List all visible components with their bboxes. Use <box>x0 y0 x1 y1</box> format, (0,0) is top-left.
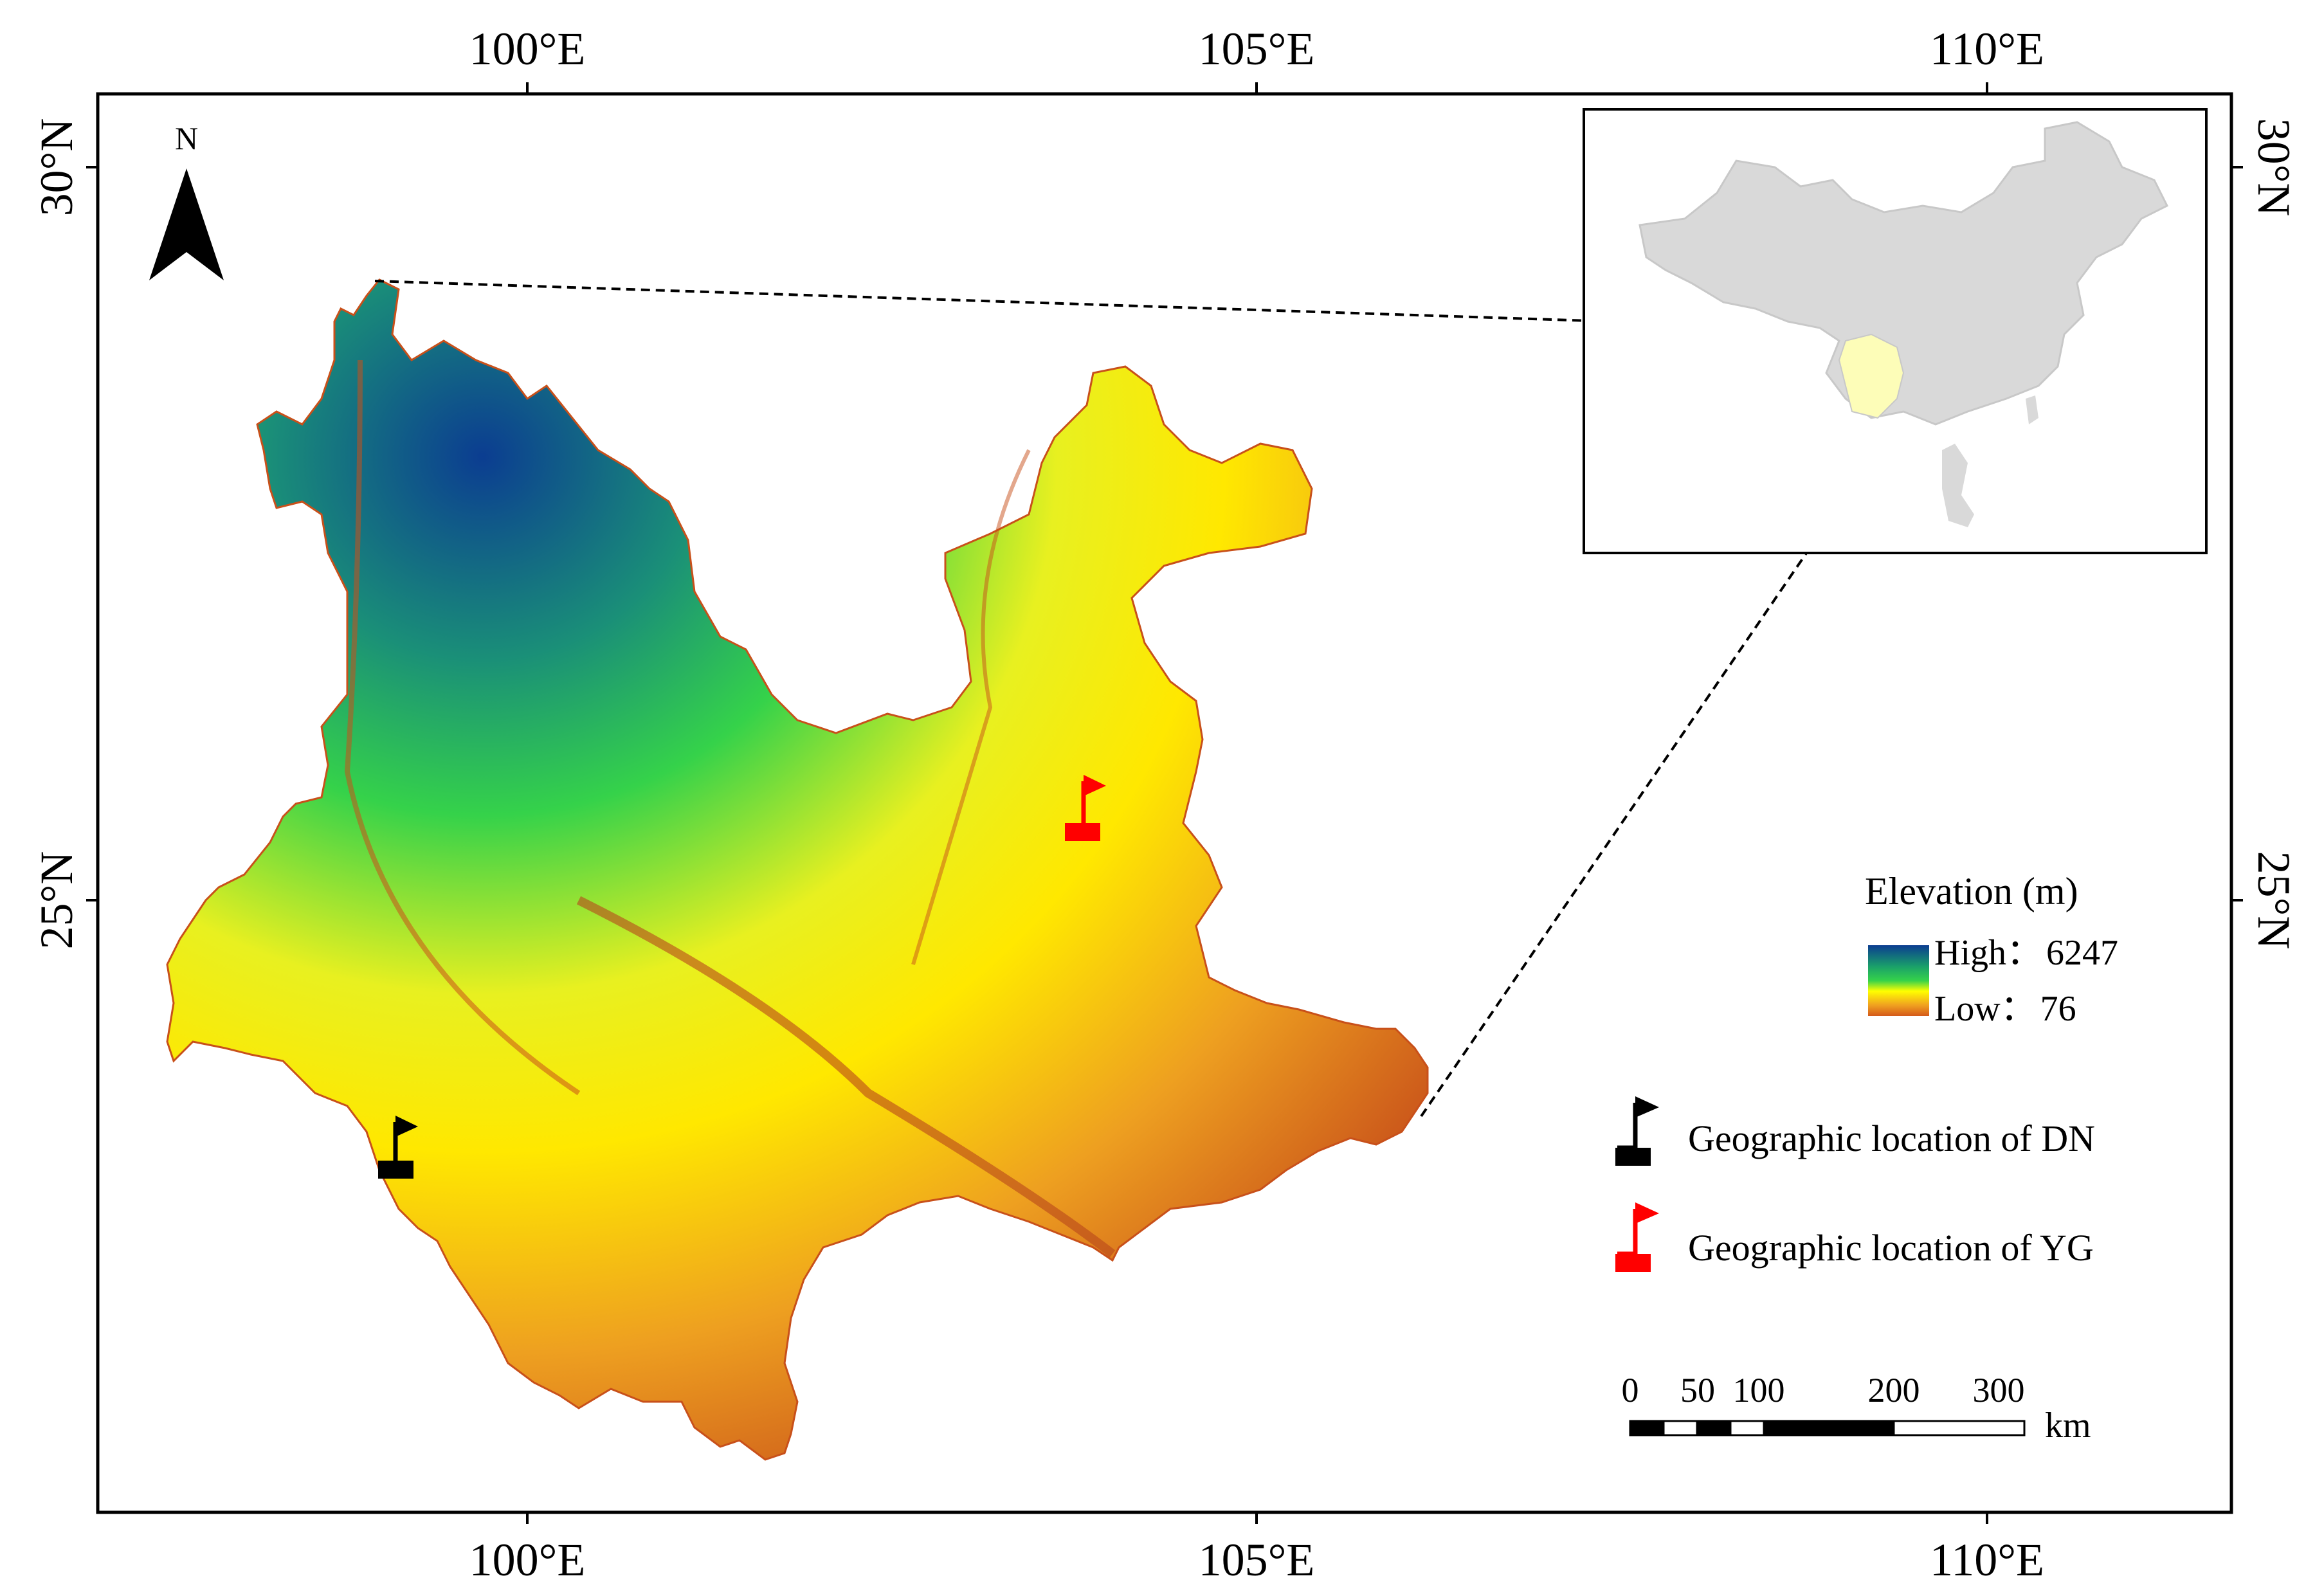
elevation-high-entry: High： 6247 <box>1934 933 2118 973</box>
elevation-legend: Elevation (m) High： 6247 Low： 76 <box>1865 870 2118 1029</box>
inset-yunnan-highlight <box>1838 333 1905 419</box>
legend-yg-flag-icon <box>1615 1202 1659 1272</box>
province-shape <box>166 278 1429 1461</box>
scale-segment-1 <box>1629 1420 1665 1436</box>
scale-segment-5 <box>1763 1420 1895 1436</box>
scale-tick-100: 100 <box>1733 1371 1785 1409</box>
elevation-high-label: High <box>1934 933 2006 973</box>
north-arrow: N <box>149 120 224 280</box>
elevation-low-sep: ： <box>2001 989 2037 1029</box>
inset-map <box>1583 108 2208 554</box>
leader-line-bottom <box>1420 401 1911 1118</box>
dn-flag-marker <box>378 1116 418 1179</box>
top-tick-100e: 100°E <box>469 23 586 75</box>
river-valley-3 <box>911 449 1031 965</box>
elevation-low-entry: Low： 76 <box>1934 989 2076 1029</box>
legend-dn-flag-icon <box>1615 1096 1659 1166</box>
bottom-tick-110e: 110°E <box>1930 1534 2044 1586</box>
scale-segment-4 <box>1729 1420 1765 1436</box>
elevation-legend-title: Elevation (m) <box>1865 870 2078 912</box>
scale-segment-6 <box>1893 1420 2026 1436</box>
north-arrow-icon <box>149 168 224 280</box>
right-tick-25n: 25°N <box>2248 851 2300 950</box>
elevation-low-value: 76 <box>2040 989 2076 1029</box>
scale-tick-50: 50 <box>1680 1371 1715 1409</box>
scale-segment-2 <box>1662 1420 1698 1436</box>
left-tick-30n: 30°N <box>31 118 82 217</box>
bottom-tick-105e: 105°E <box>1199 1534 1315 1586</box>
scale-tick-0: 0 <box>1622 1371 1639 1409</box>
elevation-high-value: 6247 <box>2046 933 2118 973</box>
north-arrow-label: N <box>175 120 198 156</box>
frame-ticks <box>86 82 2243 1524</box>
scale-tick-200: 200 <box>1868 1371 1920 1409</box>
bottom-tick-100e: 100°E <box>469 1534 586 1586</box>
river-valley-1 <box>344 359 581 1096</box>
river-valley-2 <box>576 896 1116 1258</box>
inset-islands <box>1942 395 2038 527</box>
yg-flag-marker <box>1065 775 1106 841</box>
leader-line-top <box>374 280 1846 331</box>
scale-tick-300: 300 <box>1973 1371 2025 1409</box>
inset-china-outline <box>1639 121 2169 426</box>
scale-bar: 0 50 100 200 300 km <box>1622 1371 2091 1445</box>
legend-dn-label: Geographic location of DN <box>1688 1118 2095 1159</box>
top-tick-105e: 105°E <box>1199 23 1315 75</box>
legend-yg-label: Geographic location of YG <box>1688 1227 2094 1269</box>
marker-legend: Geographic location of DN Geographic loc… <box>1615 1096 2095 1272</box>
elevation-high-sep: ： <box>2006 933 2042 973</box>
scale-unit: km <box>2045 1406 2091 1445</box>
scale-segment-3 <box>1696 1420 1732 1436</box>
elevation-color-ramp <box>1868 945 1929 1016</box>
top-tick-110e: 110°E <box>1930 23 2044 75</box>
elevation-low-label: Low <box>1934 989 2001 1029</box>
yunnan-elevation-map <box>166 278 1429 1461</box>
left-tick-25n: 25°N <box>31 851 82 950</box>
right-tick-30n: 30°N <box>2248 118 2300 217</box>
map-frame <box>96 92 2233 1514</box>
